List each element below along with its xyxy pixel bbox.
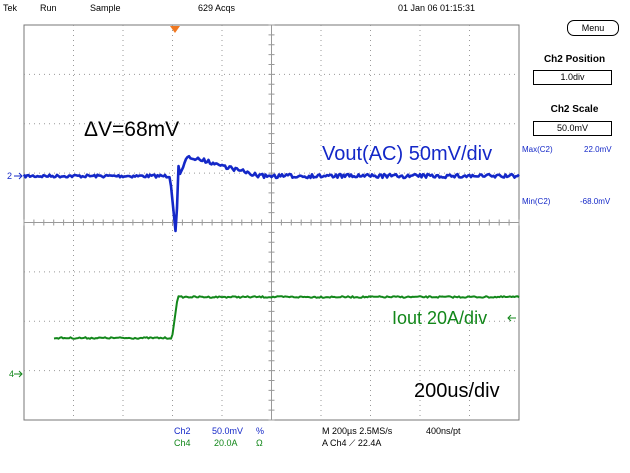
ch4-waveform: [53, 295, 520, 340]
horizontal-readout: M 200µs 2.5MS/s: [322, 426, 393, 436]
menu-button[interactable]: Menu: [567, 20, 619, 36]
acquisition-mode: Sample: [90, 3, 121, 13]
trigger-position-marker: [170, 26, 180, 33]
ch2-name: Ch2: [174, 426, 191, 436]
graticule-grid: [23, 24, 520, 421]
ch2-scale-value[interactable]: 50.0mV: [533, 121, 612, 136]
ch4-scale-readout: 20.0A: [214, 438, 238, 448]
run-state: Run: [40, 3, 57, 13]
trigger-level-marker: [507, 314, 516, 322]
max-c2-label: Max(C2): [522, 145, 553, 154]
ch4-name: Ch4: [174, 438, 191, 448]
delta-v-annotation: ΔV=68mV: [84, 118, 180, 141]
ch4-ground-marker: 4: [9, 369, 23, 379]
ch2-coupling: %: [256, 426, 265, 436]
vout-annotation: Vout(AC) 50mV/div: [322, 143, 493, 165]
date-time: 01 Jan 06 01:15:31: [398, 3, 476, 13]
min-c2-value: -68.0mV: [580, 197, 611, 206]
ch2-position-value[interactable]: 1.0div: [533, 70, 612, 85]
ch2-scale-readout: 50.0mV: [212, 426, 244, 436]
ch2-ground-marker: 2: [7, 171, 23, 181]
min-c2-label: Min(C2): [522, 197, 551, 206]
ch4-coupling: Ω: [256, 438, 263, 448]
ch2-marker-label: 2: [7, 171, 12, 181]
max-c2-value: 22.0mV: [584, 145, 612, 154]
timebase-annotation: 200us/div: [414, 380, 500, 402]
acquisition-count: 629 Acqs: [198, 3, 236, 13]
ch4-marker-label: 4: [9, 369, 14, 379]
trigger-readout: A Ch4 ⟋ 22.4A: [322, 438, 382, 448]
ch2-scale-title: Ch2 Scale: [550, 104, 599, 115]
record-length-readout: 400ns/pt: [426, 426, 461, 436]
brand-label: Tek: [3, 3, 18, 13]
ch2-position-title: Ch2 Position: [543, 54, 606, 65]
ch2-waveform: [22, 154, 520, 233]
iout-annotation: Iout 20A/div: [392, 308, 488, 328]
